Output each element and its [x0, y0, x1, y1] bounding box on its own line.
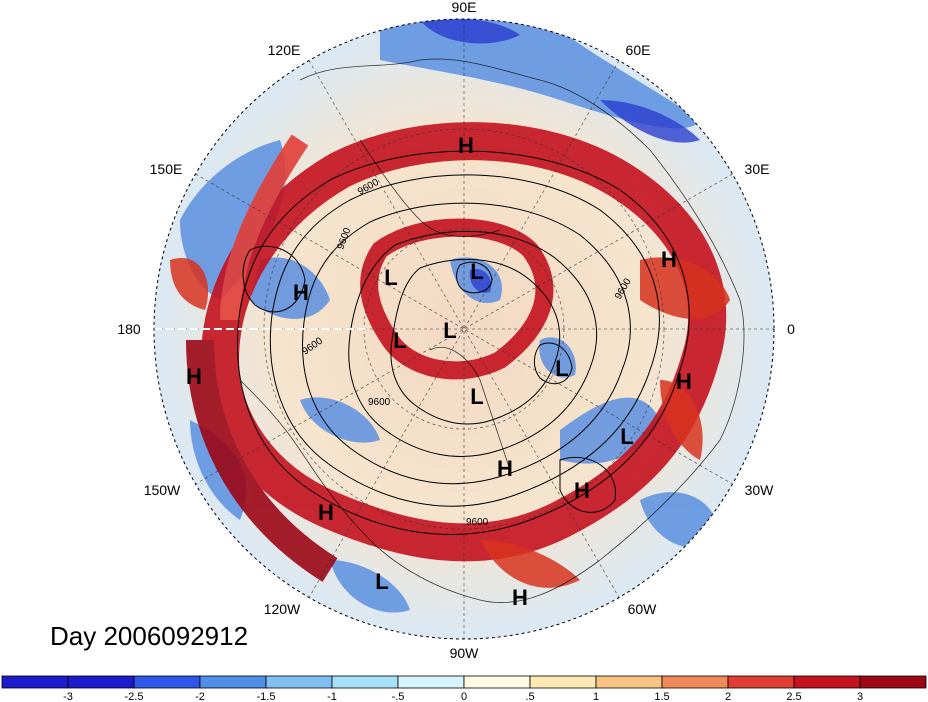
- day-label: Day 2006092912: [50, 621, 248, 651]
- contour-label: 9600: [368, 397, 391, 408]
- lon-label-0: 0: [787, 321, 795, 337]
- lon-label-60e: 60E: [626, 42, 651, 58]
- high-center: H: [574, 478, 590, 503]
- high-center: H: [293, 280, 309, 305]
- colorbar-tick-label: -1: [327, 691, 337, 702]
- colorbar-box: [67, 675, 135, 689]
- colorbar-box: [463, 675, 531, 689]
- colorbar-box: [1, 675, 69, 689]
- high-center: H: [458, 133, 474, 158]
- pressure-centers: H H H H H H H H H L L L L L L L L: [186, 133, 692, 610]
- lon-label-120w: 120W: [264, 601, 301, 617]
- low-center: L: [620, 424, 633, 449]
- colorbar-tick-label: -1.5: [257, 691, 276, 702]
- colorbar-box: [661, 675, 729, 689]
- colorbar-box: [331, 675, 399, 689]
- longitude-labels: 90E 60E 30E 0 30W 60W 90W 120W 150W 180 …: [117, 0, 795, 661]
- map-border: [153, 18, 775, 640]
- colorbar: -3 -2.5 -2 -1.5 -1 -.5 0 .5 1 1.5 2 2.5 3: [1, 675, 927, 702]
- colorbar-box: [265, 675, 333, 689]
- map-disk: [154, 19, 774, 639]
- low-center: L: [470, 259, 483, 284]
- colorbar-box: [859, 675, 927, 689]
- colorbar-tick-label: -3: [63, 691, 73, 702]
- colorbar-tick-label: 1: [593, 691, 599, 702]
- lon-label-90e: 90E: [452, 0, 477, 15]
- high-center: H: [497, 456, 513, 481]
- low-center: L: [393, 328, 406, 353]
- positive-anomaly-ring: [186, 122, 727, 582]
- low-center: L: [555, 356, 568, 381]
- high-center: H: [661, 247, 677, 272]
- colorbar-tick-label: -2: [195, 691, 205, 702]
- colorbar-box: [397, 675, 465, 689]
- low-center: L: [384, 265, 397, 290]
- colorbar-box: [133, 675, 201, 689]
- high-center: H: [512, 585, 528, 610]
- lon-label-120e: 120E: [268, 42, 301, 58]
- lon-label-150w: 150W: [144, 482, 181, 498]
- high-center: H: [676, 369, 692, 394]
- lon-label-150e: 150E: [150, 161, 183, 177]
- high-center: H: [318, 500, 334, 525]
- colorbar-box: [793, 675, 861, 689]
- strong-negative-patches: [420, 19, 700, 293]
- lon-label-180: 180: [117, 321, 141, 337]
- lon-label-60w: 60W: [628, 601, 658, 617]
- colorbar-box: [595, 675, 663, 689]
- colorbar-tick-label: -2.5: [125, 691, 144, 702]
- colorbar-tick-label: 3: [857, 691, 863, 702]
- lon-label-90w: 90W: [450, 645, 480, 661]
- lon-label-30w: 30W: [745, 482, 775, 498]
- lon-label-30e: 30E: [745, 161, 770, 177]
- colorbar-tick-label: 0: [461, 691, 467, 702]
- low-center: L: [470, 384, 483, 409]
- colorbar-tick-label: 2.5: [786, 691, 801, 702]
- coastlines: [239, 58, 745, 603]
- colorbar-tick-label: 1.5: [654, 691, 669, 702]
- colorbar-box: [199, 675, 267, 689]
- low-center: L: [443, 318, 456, 343]
- colorbar-box: [727, 675, 795, 689]
- high-center: H: [186, 364, 202, 389]
- contour-label: 9600: [466, 517, 489, 528]
- colorbar-tick-label: 2: [725, 691, 731, 702]
- colorbar-tick-label: -.5: [392, 691, 405, 702]
- colorbar-tick-label: .5: [525, 691, 534, 702]
- colorbar-box: [529, 675, 597, 689]
- low-center: L: [375, 569, 388, 594]
